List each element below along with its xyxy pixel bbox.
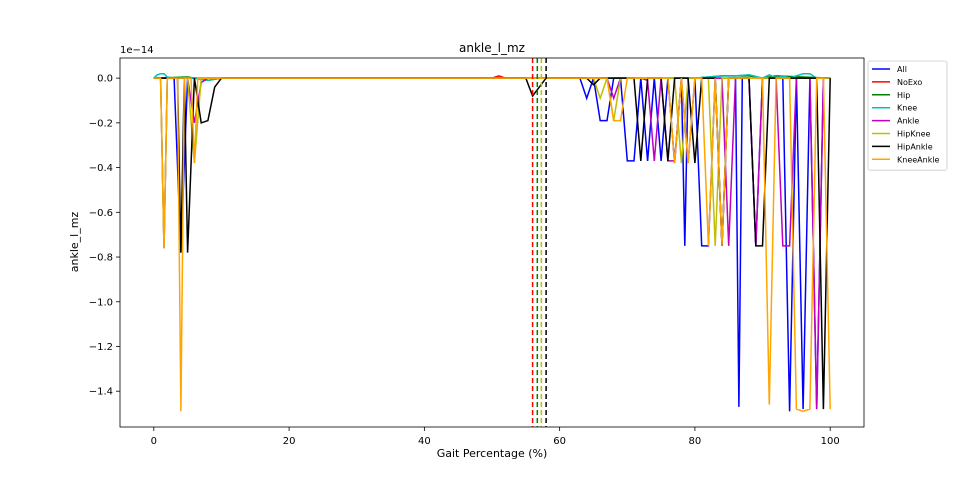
legend-label: All bbox=[897, 65, 907, 74]
x-tick-label: 60 bbox=[553, 436, 566, 447]
series-line-hipknee bbox=[153, 77, 831, 249]
x-tick-label: 0 bbox=[151, 436, 157, 447]
series-layer bbox=[153, 72, 831, 413]
x-axis: 0 20 40 60 80 100 bbox=[151, 427, 840, 447]
plot-frame bbox=[119, 57, 865, 428]
y-axis-label: ankle_l_mz bbox=[68, 212, 81, 273]
y-axis: 0.0 −0.2 −0.4 −0.6 −0.8 −1.0 −1.2 −1.4 bbox=[89, 74, 120, 398]
y-tick-label: −0.6 bbox=[89, 208, 113, 219]
y-tick-label: −0.2 bbox=[89, 118, 113, 129]
legend-label: NoExo bbox=[897, 78, 922, 87]
x-tick-label: 80 bbox=[689, 436, 702, 447]
series-line-hipankle bbox=[153, 77, 831, 410]
x-tick-label: 20 bbox=[283, 436, 296, 447]
chart-title: ankle_l_mz bbox=[459, 41, 525, 55]
x-tick-label: 40 bbox=[418, 436, 431, 447]
legend-label: Knee bbox=[897, 104, 917, 113]
legend-box bbox=[867, 60, 948, 171]
legend-label: HipKnee bbox=[897, 130, 931, 139]
y-tick-label: −0.4 bbox=[89, 163, 113, 174]
x-axis-label: Gait Percentage (%) bbox=[437, 447, 548, 460]
vline-layer bbox=[531, 58, 547, 427]
x-tick-label: 100 bbox=[821, 436, 840, 447]
y-offset-label: 1e−14 bbox=[120, 45, 154, 56]
y-tick-label: −1.2 bbox=[89, 342, 113, 353]
legend-label: Ankle bbox=[897, 117, 919, 126]
legend-label: KneeAnkle bbox=[897, 155, 940, 164]
y-tick-label: 0.0 bbox=[97, 74, 113, 85]
legend-label: HipAnkle bbox=[897, 142, 933, 151]
series-line-kneeankle bbox=[153, 77, 831, 413]
y-tick-label: −1.0 bbox=[89, 297, 113, 308]
y-tick-label: −1.4 bbox=[89, 387, 113, 398]
legend: AllNoExoHipKneeAnkleHipKneeHipAnkleKneeA… bbox=[867, 60, 948, 171]
legend-label: Hip bbox=[897, 91, 910, 100]
y-tick-label: −0.8 bbox=[89, 253, 113, 264]
series-line-ankle bbox=[153, 77, 831, 410]
